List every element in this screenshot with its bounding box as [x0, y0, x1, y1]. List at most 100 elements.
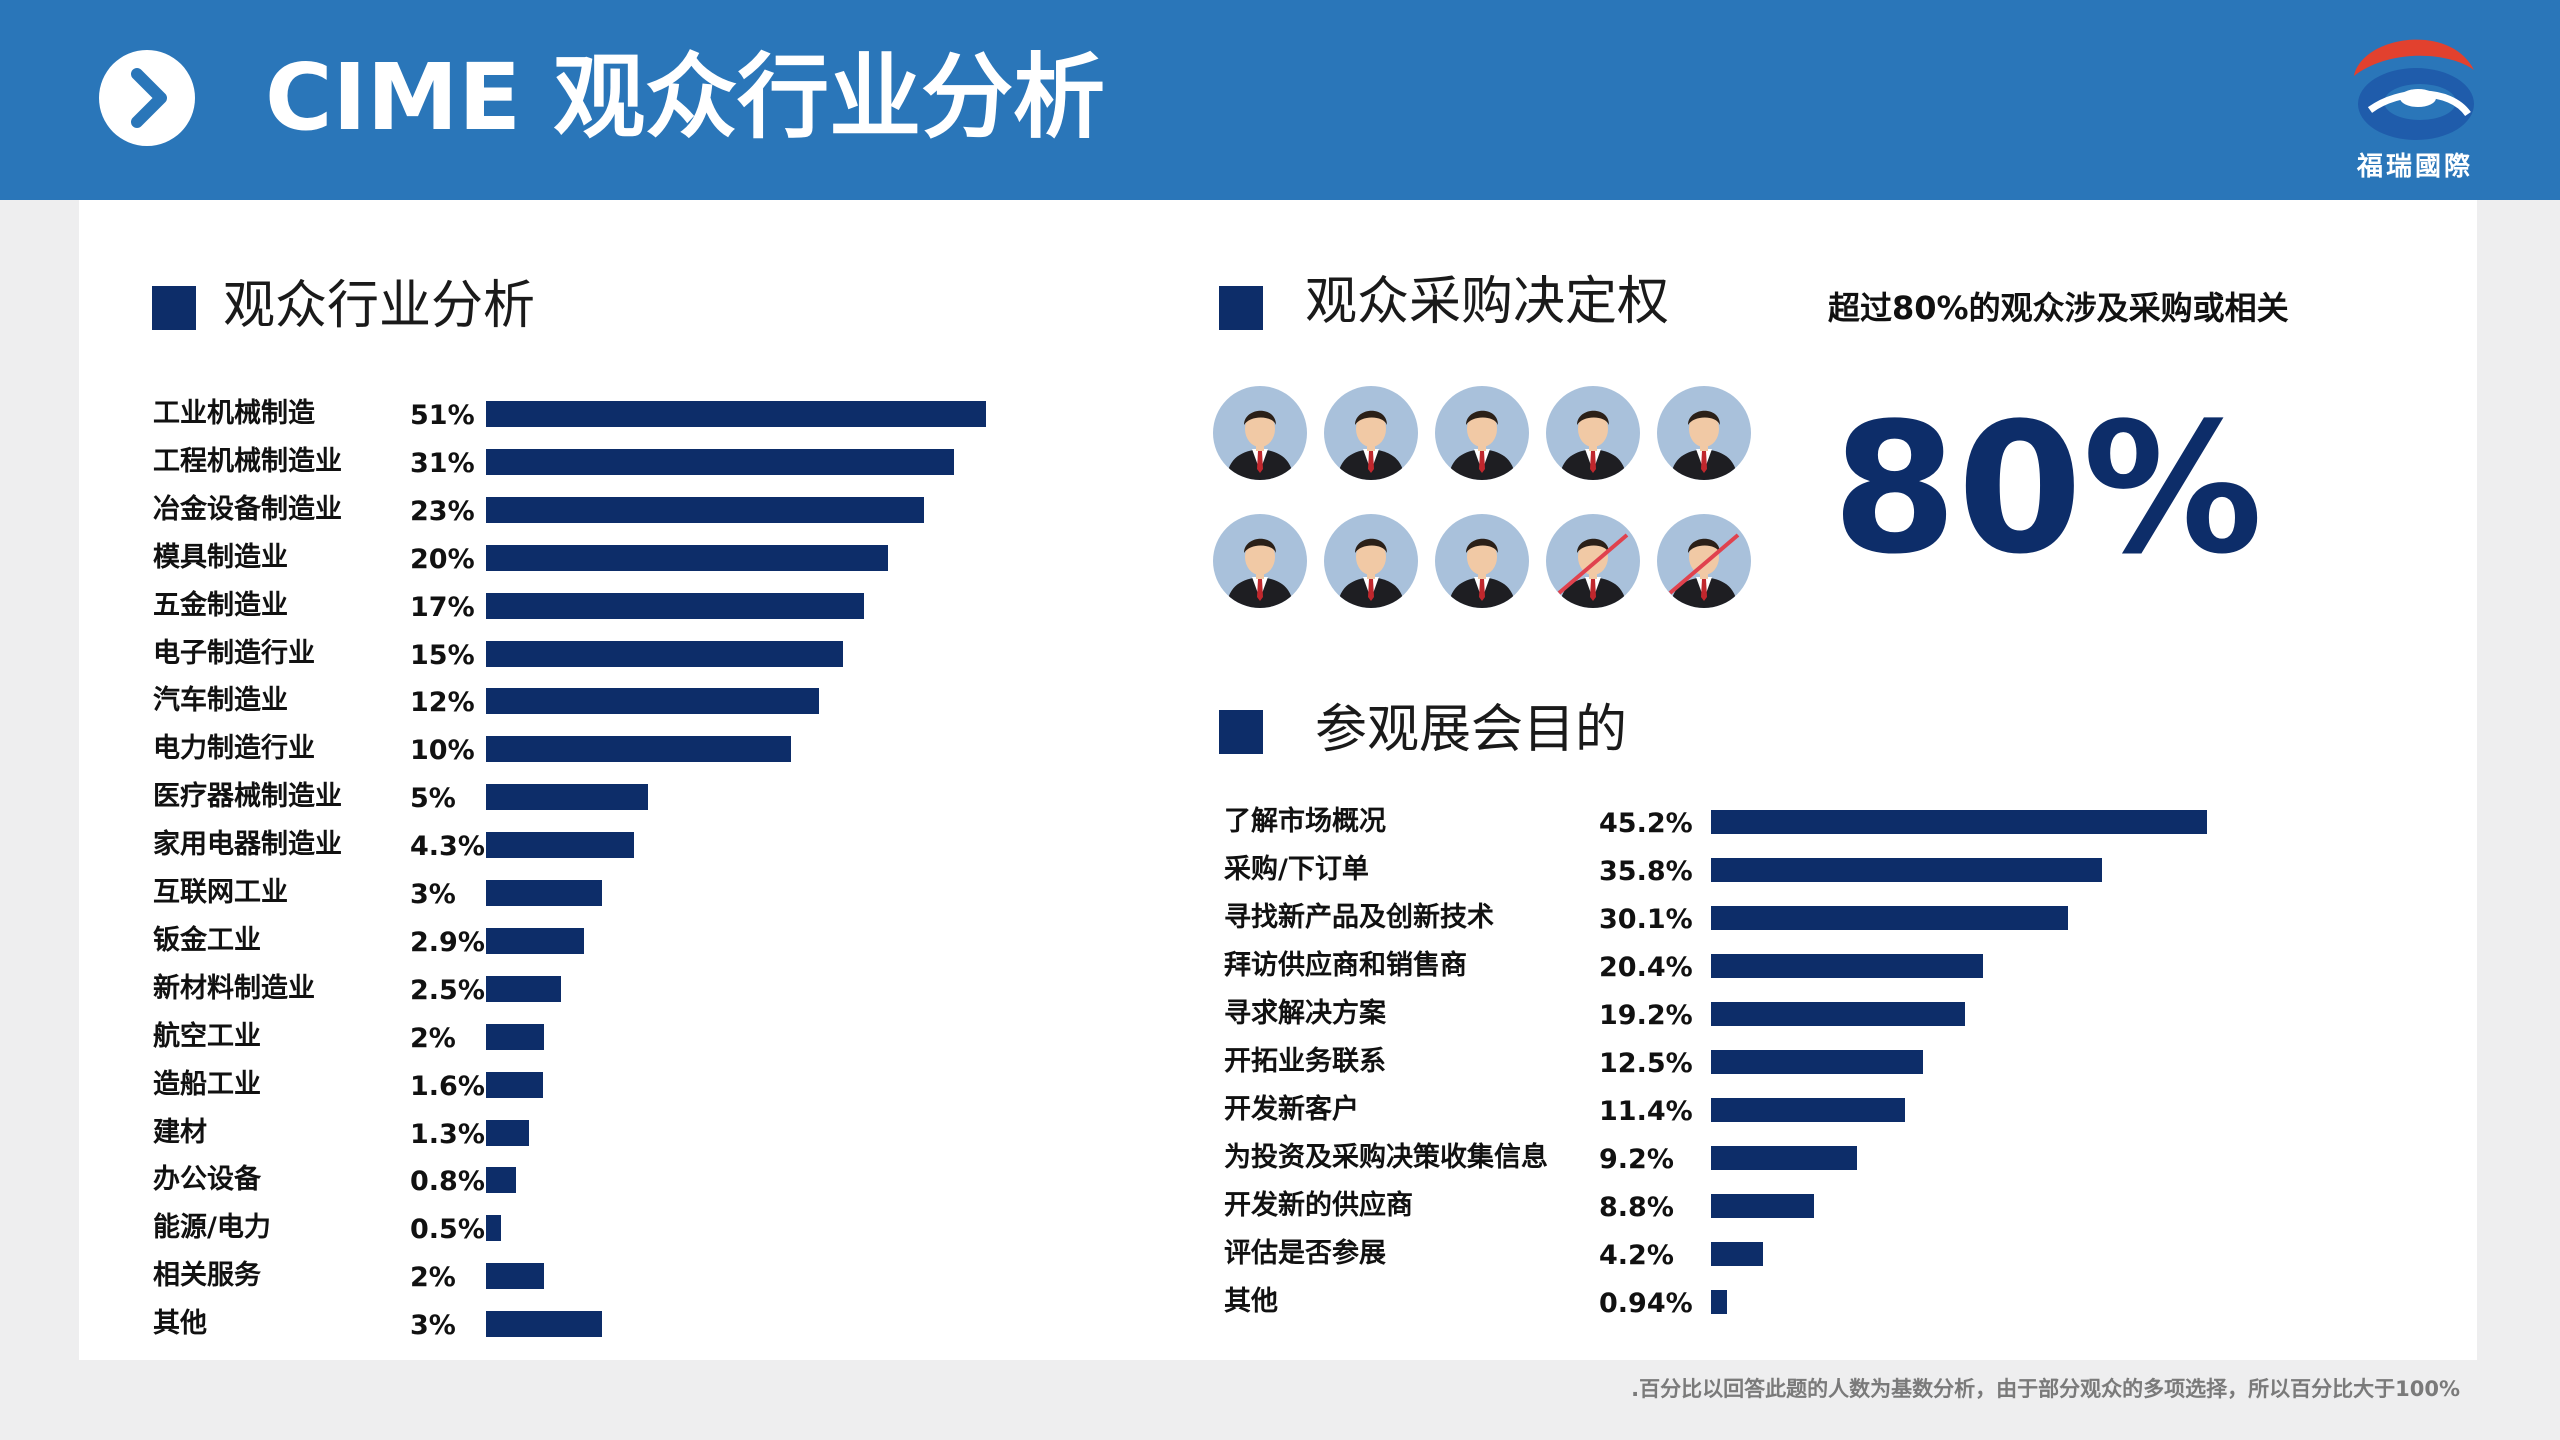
value-label: 23%: [410, 495, 475, 527]
category-label: 其他: [1224, 1286, 1278, 1317]
value-label: 51%: [410, 400, 475, 431]
bar: [486, 640, 843, 667]
category-label: 采购/下订单: [1224, 854, 1369, 885]
value-label: 0.5%: [410, 1214, 485, 1246]
bar: [1711, 1002, 1965, 1026]
businessman-icon: [1656, 385, 1752, 481]
value-label: 20.4%: [1599, 952, 1693, 983]
category-label: 五金制造业: [153, 589, 288, 621]
category-label: 寻找新产品及创新技术: [1224, 902, 1494, 933]
value-label: 15%: [410, 639, 475, 671]
category-label: 新材料制造业: [153, 972, 315, 1004]
bar: [1711, 954, 1983, 978]
category-label: 相关服务: [153, 1260, 261, 1292]
value-label: 35.8%: [1599, 856, 1693, 887]
value-label: 20%: [410, 543, 475, 575]
bar: [486, 880, 602, 906]
value-label: 11.4%: [1599, 1096, 1693, 1127]
purchase-big-percent: 80%: [1832, 385, 2263, 594]
bar: [486, 1071, 543, 1098]
bar: [1711, 1050, 1923, 1074]
section-marker: [152, 286, 196, 330]
category-label: 办公设备: [153, 1164, 261, 1196]
bar: [1711, 810, 2207, 834]
category-label: 互联网工业: [153, 877, 288, 908]
category-label: 拜访供应商和销售商: [1224, 950, 1467, 981]
value-label: 1.3%: [410, 1118, 485, 1150]
value-label: 9.2%: [1599, 1144, 1674, 1175]
value-label: 3%: [410, 1310, 456, 1342]
category-label: 汽车制造业: [153, 685, 288, 717]
bar: [486, 401, 986, 427]
purpose-section-title: 参观展会目的: [1315, 700, 1628, 760]
page-title: CIME 观众行业分析: [265, 44, 1106, 151]
category-label: 建材: [153, 1116, 207, 1148]
businessman-icon: [1323, 385, 1419, 481]
category-label: 工业机械制造: [153, 398, 315, 429]
header-bar: CIME 观众行业分析 福瑞國際: [0, 0, 2560, 200]
category-label: 造船工业: [153, 1068, 261, 1100]
value-label: 2.5%: [410, 974, 485, 1006]
category-label: 了解市场概况: [1224, 806, 1386, 837]
value-label: 12.5%: [1599, 1048, 1693, 1079]
category-label: 电力制造行业: [153, 733, 315, 765]
bar: [486, 1263, 544, 1290]
value-label: 4.2%: [1599, 1240, 1674, 1271]
businessman-icon: [1545, 385, 1641, 481]
bar: [486, 1023, 544, 1050]
category-label: 医疗器械制造业: [153, 781, 342, 813]
bar: [486, 736, 791, 763]
businessman-icon: [1656, 513, 1752, 609]
category-label: 钣金工业: [153, 924, 261, 956]
bar: [486, 496, 924, 523]
bar: [486, 448, 954, 475]
value-label: 45.2%: [1599, 808, 1693, 839]
businessman-icon: [1323, 513, 1419, 609]
bar: [486, 688, 819, 715]
category-label: 寻求解决方案: [1224, 998, 1386, 1029]
bar: [1711, 1290, 1727, 1314]
value-label: 8.8%: [1599, 1192, 1674, 1223]
section-marker: [1219, 710, 1263, 754]
bar: [486, 592, 864, 619]
bar: [1711, 1098, 1905, 1122]
chevron-right-icon: [99, 50, 195, 146]
category-label: 开发新客户: [1224, 1094, 1359, 1125]
logo-text: 福瑞國際: [2356, 152, 2473, 182]
bar: [486, 832, 634, 859]
value-label: 12%: [410, 687, 475, 719]
bar: [486, 1311, 602, 1338]
footnote: .百分比以回答此题的人数为基数分析，由于部分观众的多项选择，所以百分比大于100…: [1631, 1377, 2460, 1401]
bar: [486, 1167, 516, 1194]
value-label: 1.6%: [410, 1070, 485, 1102]
value-label: 17%: [410, 591, 475, 623]
people-grid: [1212, 385, 1772, 615]
section-marker: [1219, 286, 1263, 330]
industry-section-title: 观众行业分析: [223, 276, 536, 336]
bar: [1711, 1146, 1857, 1170]
value-label: 2%: [410, 1022, 456, 1054]
businessman-icon: [1434, 513, 1530, 609]
bar: [486, 975, 561, 1002]
purchase-section-title: 观众采购决定权: [1305, 272, 1670, 332]
category-label: 模具制造业: [153, 541, 288, 573]
bar: [486, 927, 584, 954]
category-label: 评估是否参展: [1224, 1238, 1386, 1269]
value-label: 31%: [410, 447, 475, 479]
category-label: 能源/电力: [153, 1212, 271, 1244]
value-label: 30.1%: [1599, 904, 1693, 935]
category-label: 航空工业: [153, 1020, 261, 1052]
businessman-icon: [1434, 385, 1530, 481]
value-label: 4.3%: [410, 831, 485, 863]
category-label: 工程机械制造业: [153, 445, 342, 477]
value-label: 10%: [410, 735, 475, 767]
category-label: 开发新的供应商: [1224, 1190, 1413, 1221]
value-label: 2.9%: [410, 926, 485, 958]
bar: [486, 544, 888, 571]
category-label: 开拓业务联系: [1224, 1046, 1386, 1077]
bar: [1711, 906, 2068, 930]
bar: [1711, 1242, 1763, 1266]
value-label: 2%: [410, 1262, 456, 1294]
value-label: 5%: [410, 783, 456, 815]
purchase-claim: 超过80%的观众涉及采购或相关: [1828, 289, 2289, 327]
